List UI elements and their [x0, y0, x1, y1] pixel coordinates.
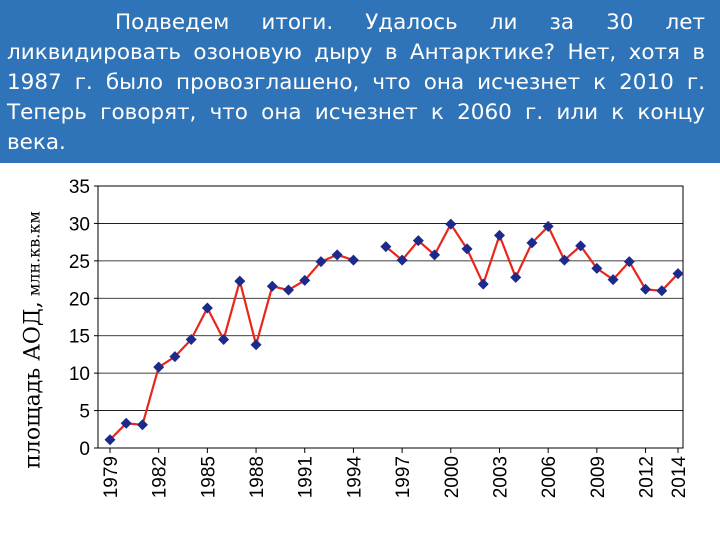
data-point-1984	[185, 333, 197, 345]
data-point-1991	[299, 274, 311, 286]
data-point-2006	[542, 220, 554, 232]
y-tick-label-10: 10	[69, 364, 90, 385]
data-point-1994	[347, 254, 359, 266]
x-tick-label-2012: 2012	[637, 456, 658, 498]
data-point-2008	[575, 240, 587, 252]
y-tick-label-25: 25	[69, 252, 90, 273]
x-tick-label-2003: 2003	[490, 456, 511, 498]
data-point-1982	[153, 361, 165, 373]
slide-text: Подведем итоги. Удалось ли за 30 лет лик…	[7, 10, 705, 155]
data-point-1981	[136, 419, 148, 431]
data-point-1997	[396, 254, 408, 266]
data-point-2003	[493, 229, 505, 241]
data-point-1989	[266, 280, 278, 292]
x-tick-label-1991: 1991	[296, 456, 317, 498]
data-point-1980	[120, 417, 132, 429]
x-tick-label-1994: 1994	[344, 456, 365, 499]
data-point-2000	[445, 218, 457, 230]
data-point-2013	[656, 285, 668, 297]
data-point-2005	[526, 237, 538, 249]
data-point-2001	[461, 243, 473, 255]
y-tick-label-30: 30	[69, 214, 90, 235]
data-point-1990	[283, 284, 295, 296]
data-point-1986	[218, 333, 230, 345]
plot-area	[97, 185, 684, 449]
y-tick-label-35: 35	[69, 177, 90, 198]
data-point-2010	[607, 274, 619, 286]
data-point-1979	[104, 434, 116, 446]
data-point-1996	[380, 241, 392, 253]
data-point-1987	[234, 275, 246, 287]
data-point-1985	[201, 302, 213, 314]
data-point-1983	[169, 351, 181, 363]
data-point-1999	[429, 249, 441, 261]
x-tick-label-2009: 2009	[588, 456, 609, 498]
x-tick-label-2006: 2006	[539, 456, 560, 498]
data-point-2009	[591, 262, 603, 274]
data-point-2004	[510, 271, 522, 283]
data-point-1993	[331, 249, 343, 261]
x-tick-label-1997: 1997	[393, 456, 414, 498]
data-point-1992	[315, 256, 327, 268]
data-point-2007	[558, 254, 570, 266]
x-tick-label-2000: 2000	[442, 456, 463, 498]
y-tick-label-20: 20	[69, 289, 90, 310]
x-tick-label-1985: 1985	[198, 456, 219, 498]
data-point-1998	[412, 235, 424, 247]
x-tick-label-1979: 1979	[101, 456, 122, 498]
title-banner: Подведем итоги. Удалось ли за 30 лет лик…	[0, 0, 720, 163]
x-tick-label-2014: 2014	[669, 456, 690, 499]
data-point-2012	[640, 283, 652, 295]
y-tick-label-15: 15	[69, 327, 90, 348]
y-tick-label-0: 0	[79, 439, 90, 460]
data-point-2011	[623, 256, 635, 268]
data-point-1988	[250, 339, 262, 351]
data-point-2014	[672, 268, 684, 280]
x-tick-label-1988: 1988	[247, 456, 268, 498]
x-tick-label-1982: 1982	[150, 456, 171, 498]
series-line-segment-1	[109, 253, 354, 441]
y-tick-label-5: 5	[79, 402, 90, 423]
data-point-2002	[477, 278, 489, 290]
